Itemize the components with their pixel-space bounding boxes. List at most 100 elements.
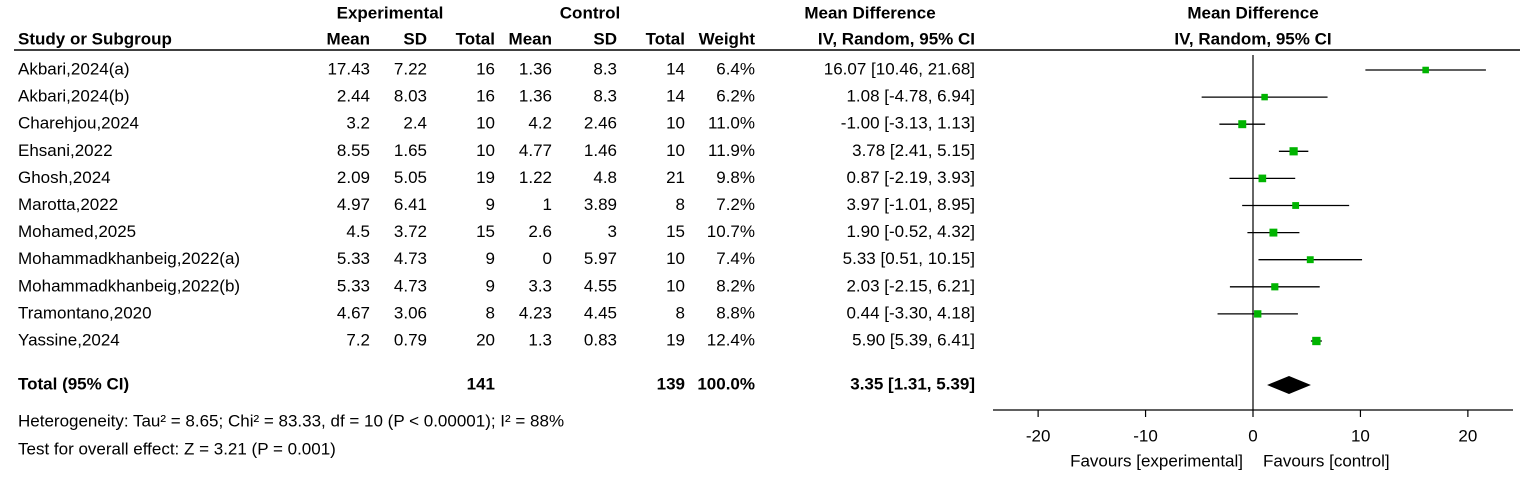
point-estimate	[1306, 256, 1314, 264]
point-estimate	[1289, 147, 1298, 156]
point-estimate	[1269, 228, 1278, 237]
table-cell: 16.07 [10.46, 21.68]	[824, 59, 975, 78]
table-cell: 4.97	[337, 195, 370, 214]
overall-diamond	[1267, 376, 1311, 394]
table-cell: 0	[543, 249, 552, 268]
total-cell: 139	[657, 374, 685, 393]
table-cell: 11.9%	[708, 141, 755, 160]
table-cell: 2.4	[403, 114, 427, 133]
total-label: Total (95% CI)	[18, 374, 129, 393]
table-cell: 12.4%	[707, 330, 755, 349]
x-label-right: Favours [control]	[1263, 451, 1390, 470]
table-cell: 1.46	[584, 141, 617, 160]
study-name: Mohamed,2025	[18, 222, 136, 241]
table-cell: 5.90 [5.39, 6.41]	[852, 330, 975, 349]
table-cell: 5.97	[584, 249, 617, 268]
x-tick-label: 0	[1248, 426, 1257, 445]
table-cell: 3.3	[528, 276, 552, 295]
table-cell: -1.00 [-3.13, 1.13]	[841, 114, 975, 133]
table-cell: 9.8%	[716, 168, 755, 187]
total-cell: 3.35 [1.31, 5.39]	[850, 374, 975, 393]
table-cell: 4.45	[584, 303, 617, 322]
table-cell: 10	[476, 114, 495, 133]
table-cell: 2.46	[584, 114, 617, 133]
table-cell: 3.72	[394, 222, 427, 241]
table-cell: 8.55	[337, 141, 370, 160]
table-cell: 3.78 [2.41, 5.15]	[852, 141, 975, 160]
column-header: SD	[403, 29, 427, 48]
column-header: Weight	[699, 29, 756, 48]
table-cell: 6.2%	[716, 87, 755, 106]
table-cell: 8.3	[593, 87, 617, 106]
table-cell: 8.2%	[716, 276, 755, 295]
table-cell: 8	[676, 303, 685, 322]
table-cell: 7.2%	[716, 195, 755, 214]
table-cell: 7.22	[394, 59, 427, 78]
table-cell: 11.0%	[708, 114, 755, 133]
table-cell: 8.3	[593, 59, 617, 78]
study-name: Mohammadkhanbeig,2022(a)	[18, 249, 240, 268]
table-cell: 14	[666, 59, 685, 78]
table-cell: 0.87 [-2.19, 3.93]	[846, 168, 975, 187]
table-cell: 8	[486, 303, 495, 322]
total-cell: 100.0%	[697, 374, 755, 393]
table-cell: 9	[486, 276, 495, 295]
table-cell: 3.2	[346, 114, 370, 133]
table-cell: 7.4%	[716, 249, 755, 268]
table-cell: 1.65	[394, 141, 427, 160]
point-estimate	[1422, 66, 1429, 74]
study-name: Charehjou,2024	[18, 114, 139, 133]
x-tick-label: 10	[1351, 426, 1370, 445]
table-cell: 17.43	[327, 59, 370, 78]
study-name: Akbari,2024(b)	[18, 87, 130, 106]
column-header: Total	[456, 29, 495, 48]
table-cell: 3.89	[584, 195, 617, 214]
table-cell: 16	[476, 59, 495, 78]
x-label-left: Favours [experimental]	[1070, 451, 1243, 470]
point-estimate	[1271, 283, 1279, 291]
point-estimate	[1261, 93, 1268, 101]
table-cell: 6.41	[394, 195, 427, 214]
table-cell: 0.79	[394, 330, 427, 349]
table-cell: 4.73	[394, 276, 427, 295]
heterogeneity: Heterogeneity: Tau² = 8.65; Chi² = 83.33…	[18, 411, 564, 430]
table-cell: 5.33 [0.51, 10.15]	[843, 249, 975, 268]
table-cell: 10	[666, 141, 685, 160]
column-header: Study or Subgroup	[18, 29, 172, 48]
table-cell: 8.8%	[716, 303, 755, 322]
x-tick-label: -10	[1133, 426, 1158, 445]
table-cell: 4.55	[584, 276, 617, 295]
table-cell: 19	[666, 330, 685, 349]
table-cell: 3	[608, 222, 617, 241]
x-tick-label: -20	[1026, 426, 1051, 445]
study-name: Mohammadkhanbeig,2022(b)	[18, 276, 240, 295]
group-header: Experimental	[337, 3, 444, 22]
table-cell: 10	[476, 141, 495, 160]
table-cell: 15	[476, 222, 495, 241]
group-header: Mean Difference	[804, 3, 935, 22]
table-cell: 2.6	[528, 222, 552, 241]
table-cell: 5.05	[394, 168, 427, 187]
point-estimate	[1238, 120, 1247, 129]
point-estimate	[1258, 174, 1267, 183]
table-cell: 1.3	[528, 330, 552, 349]
total-cell: 141	[467, 374, 495, 393]
group-header: Control	[560, 3, 620, 22]
table-cell: 2.44	[337, 87, 370, 106]
table-cell: 9	[486, 249, 495, 268]
table-cell: 8	[676, 195, 685, 214]
table-cell: 10	[666, 276, 685, 295]
table-cell: 2.03 [-2.15, 6.21]	[846, 276, 975, 295]
table-cell: 0.83	[584, 330, 617, 349]
point-estimate	[1312, 336, 1321, 346]
table-cell: 19	[476, 168, 495, 187]
point-estimate	[1292, 202, 1300, 209]
column-header: SD	[593, 29, 617, 48]
column-header: IV, Random, 95% CI	[818, 29, 975, 48]
table-cell: 5.33	[337, 276, 370, 295]
table-cell: 8.03	[394, 87, 427, 106]
study-name: Ehsani,2022	[18, 141, 113, 160]
table-cell: 1.90 [-0.52, 4.32]	[846, 222, 975, 241]
table-cell: 1.36	[519, 87, 552, 106]
